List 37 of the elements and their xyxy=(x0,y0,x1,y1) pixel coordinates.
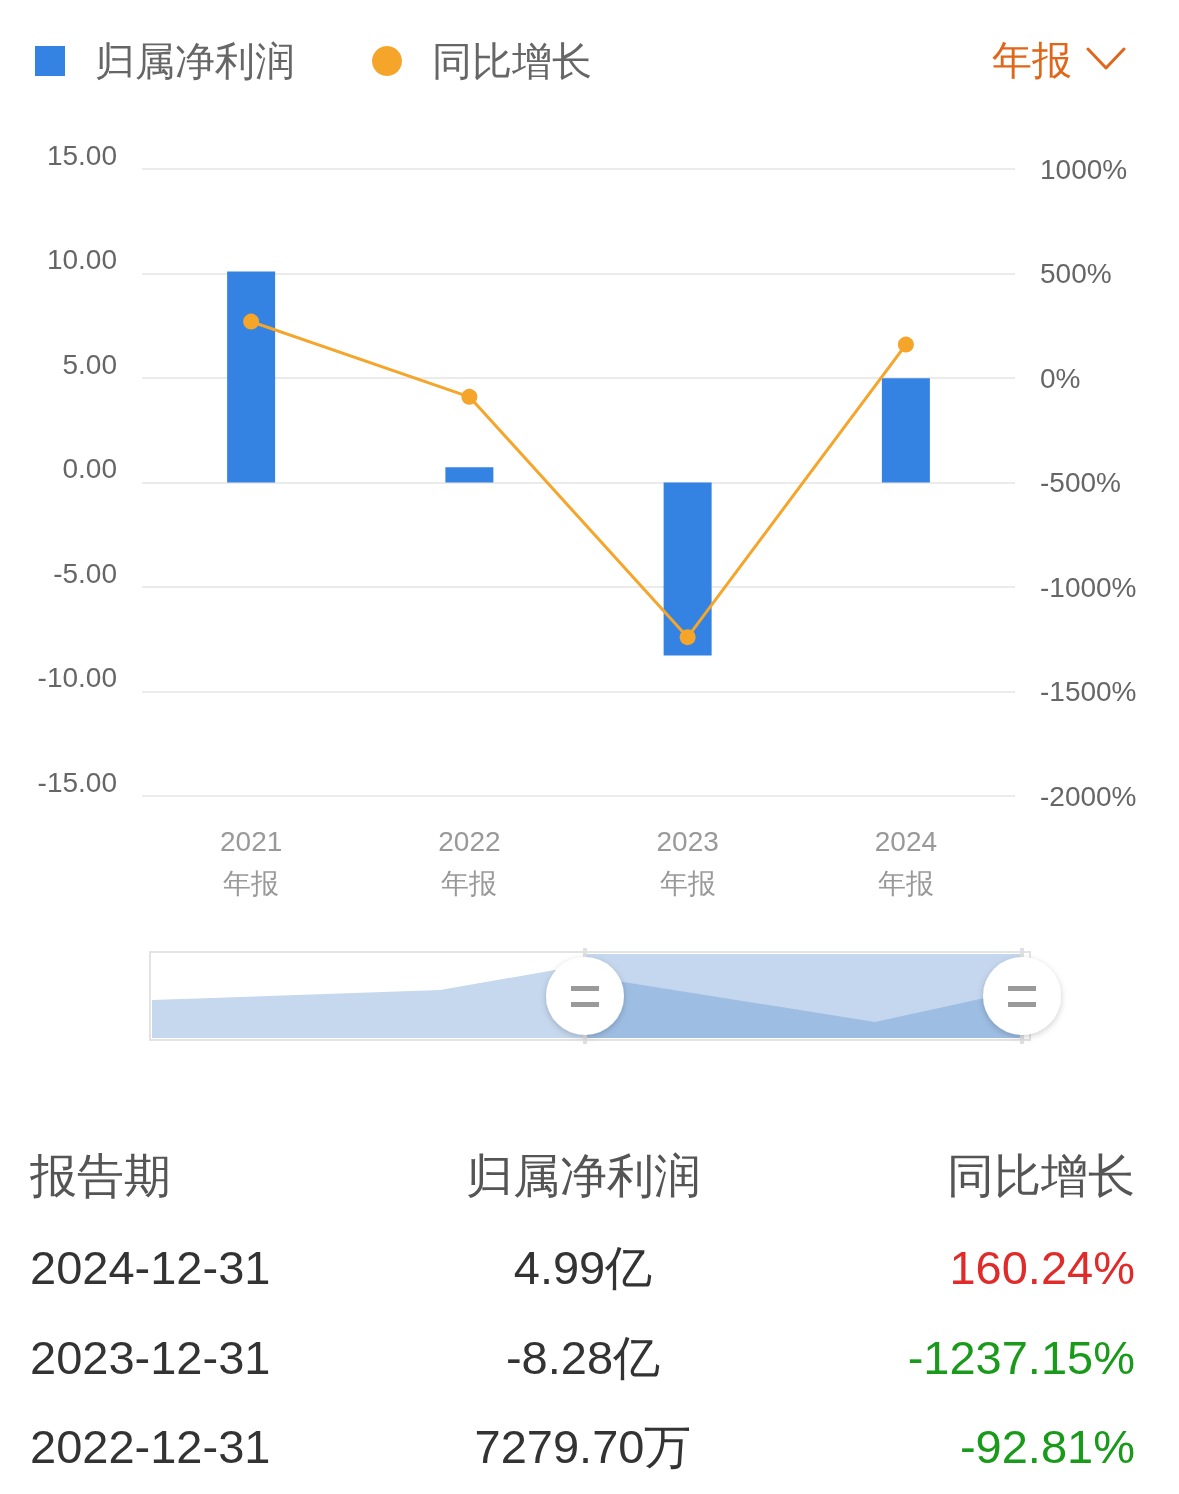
legend-label: 同比增长 xyxy=(432,39,592,83)
text: 报告期 xyxy=(30,1149,171,1203)
text: 归属净利润 xyxy=(464,1149,702,1203)
y-tick-label: -15.00 xyxy=(37,766,117,798)
point xyxy=(679,629,696,646)
y-tick-label: 5.00 xyxy=(62,348,117,380)
text: 7279.70万 xyxy=(473,1420,693,1474)
x-tick-label: 2023 年报 xyxy=(656,825,719,899)
y-tick-label: -10.00 xyxy=(37,662,117,693)
y-tick-label: 10.00 xyxy=(46,244,117,275)
y2-tick-label: -1000% xyxy=(1040,571,1137,603)
y-tick-label: 0.00 xyxy=(62,453,117,484)
text: 4.99亿 xyxy=(512,1241,654,1295)
y2-tick-label: 0% xyxy=(1040,362,1081,394)
text: -1237.15% xyxy=(907,1330,1135,1385)
y2-tick-label: 500% xyxy=(1040,258,1112,289)
text: 2024-12-31 xyxy=(30,1241,271,1295)
y-tick-label: -5.00 xyxy=(53,557,117,589)
point xyxy=(897,336,914,353)
point xyxy=(243,313,260,330)
text: 160.24% xyxy=(949,1241,1135,1295)
text: 同比增长 xyxy=(947,1149,1135,1203)
y2-tick-label: -2000% xyxy=(1040,780,1137,812)
y2-tick-label: 1000% xyxy=(1040,153,1128,185)
x-tick-label: 2022 年报 xyxy=(438,825,501,899)
text: 2023-12-31 xyxy=(30,1330,271,1385)
text: 2022-12-31 xyxy=(30,1420,271,1474)
text: 年报 xyxy=(992,37,1072,83)
text: -8.28亿 xyxy=(504,1330,662,1385)
legend-label: 归属净利润 xyxy=(95,39,295,83)
point xyxy=(461,388,478,405)
y-tick-label: 15.00 xyxy=(46,139,117,171)
y2-tick-label: -1500% xyxy=(1040,676,1137,707)
x-tick-label: 2024 年报 xyxy=(874,825,938,899)
text: -92.81% xyxy=(959,1420,1135,1474)
x-tick-label: 2021 年报 xyxy=(219,825,283,899)
y2-tick-label: -500% xyxy=(1040,467,1121,498)
